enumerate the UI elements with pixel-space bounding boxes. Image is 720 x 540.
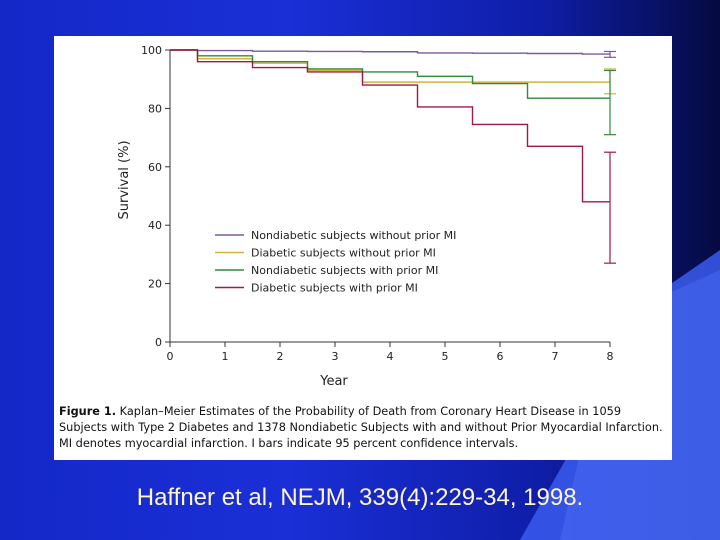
figure-panel: 0 20 40 60 80 100 0 1 2 3 4 5 6 7 8 Year Survival (%) Non… [54,36,672,460]
caption-text: Kaplan–Meier Estimates of the Probabilit… [59,405,663,450]
y-tick-label: 20 [148,278,162,291]
series-line [170,49,610,203]
citation-text: Haffner et al, NEJM, 339(4):229-34, 1998… [136,484,584,511]
y-tick-label: 0 [155,336,162,349]
legend-entry: Nondiabetic subjects with prior MI [251,264,438,277]
legend-entry: Diabetic subjects without prior MI [251,247,436,260]
x-tick-label: 6 [497,350,504,363]
y-tick-label: 60 [148,161,162,174]
y-tick-label: 80 [148,102,162,115]
x-tick-label: 8 [607,350,614,363]
x-tick-label: 7 [552,350,559,363]
x-tick-label: 1 [222,350,229,363]
x-tick-label: 4 [387,350,394,363]
caption-figure-label: Figure 1. [59,405,117,418]
series-line [170,49,611,55]
survival-chart: 0 20 40 60 80 100 0 1 2 3 4 5 6 7 8 Year Survival (%) Non… [117,44,616,389]
figure-caption: Figure 1. Kaplan–Meier Estimates of the … [59,404,669,452]
legend-entry: Diabetic subjects with prior MI [251,282,418,295]
series-line [170,49,610,83]
x-tick-label: 3 [332,350,339,363]
x-tick-label: 2 [277,350,284,363]
y-axis-label: Survival (%) [117,140,132,219]
x-tick-label: 5 [442,350,449,363]
y-tick-label: 40 [148,219,162,232]
y-tick-label: 100 [141,44,162,57]
legend-entry: Nondiabetic subjects without prior MI [251,229,456,242]
series-line [170,49,610,99]
x-tick-label: 0 [167,350,174,363]
x-axis-label: Year [319,374,348,389]
